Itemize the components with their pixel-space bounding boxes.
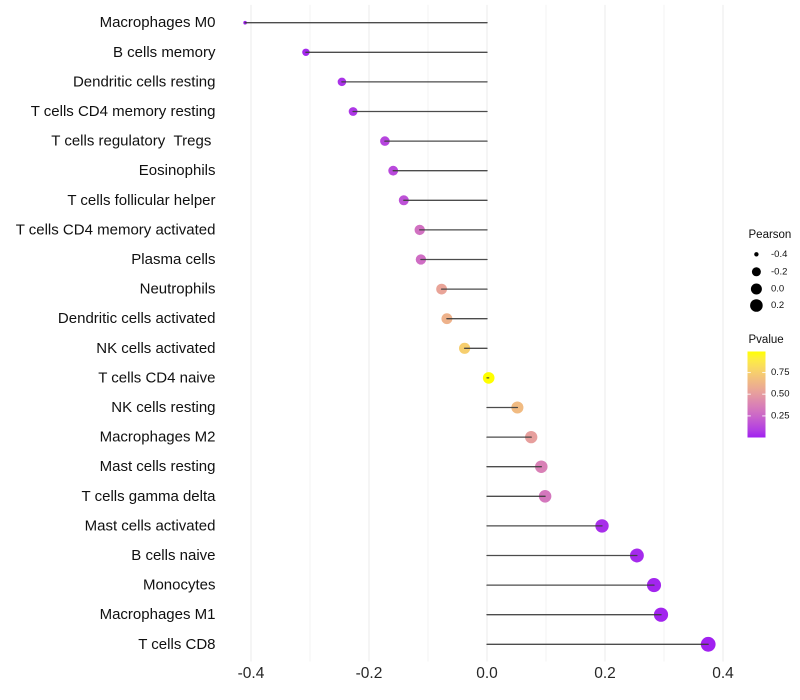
svg-text:Mast cells resting: Mast cells resting	[100, 458, 216, 475]
svg-text:Eosinophils: Eosinophils	[139, 162, 216, 179]
svg-text:T cells CD4 naive: T cells CD4 naive	[98, 369, 215, 386]
svg-text:Monocytes: Monocytes	[143, 577, 216, 594]
svg-text:Pvalue: Pvalue	[749, 334, 784, 346]
svg-text:T cells follicular helper: T cells follicular helper	[67, 192, 215, 209]
svg-text:-0.2: -0.2	[771, 266, 787, 277]
svg-text:NK cells activated: NK cells activated	[96, 340, 215, 357]
svg-text:-0.4: -0.4	[771, 249, 787, 260]
svg-text:Macrophages M1: Macrophages M1	[100, 606, 216, 623]
svg-text:0.2: 0.2	[594, 665, 616, 682]
svg-text:Macrophages M0: Macrophages M0	[100, 14, 216, 31]
svg-text:Dendritic cells resting: Dendritic cells resting	[73, 73, 216, 90]
svg-text:Neutrophils: Neutrophils	[140, 281, 216, 298]
svg-text:0.0: 0.0	[771, 284, 784, 295]
svg-text:0.4: 0.4	[712, 665, 734, 682]
svg-text:Mast cells activated: Mast cells activated	[85, 517, 216, 534]
svg-text:T cells regulatory Tregs: T cells regulatory Tregs	[51, 133, 215, 150]
svg-text:Macrophages M2: Macrophages M2	[100, 429, 216, 446]
svg-text:T cells CD8: T cells CD8	[138, 636, 215, 653]
svg-text:0.0: 0.0	[476, 665, 498, 682]
svg-text:B cells memory: B cells memory	[113, 44, 216, 61]
svg-text:NK cells resting: NK cells resting	[111, 399, 215, 416]
svg-text:T cells gamma delta: T cells gamma delta	[82, 488, 217, 505]
svg-text:0.2: 0.2	[771, 300, 784, 311]
svg-text:-0.2: -0.2	[356, 665, 383, 682]
svg-text:Pearson: Pearson	[749, 229, 792, 241]
svg-text:0.25: 0.25	[771, 410, 790, 421]
svg-text:Dendritic cells activated: Dendritic cells activated	[58, 310, 216, 327]
svg-text:Plasma cells: Plasma cells	[131, 251, 215, 268]
svg-text:0.50: 0.50	[771, 389, 790, 400]
svg-text:T cells CD4 memory activated: T cells CD4 memory activated	[16, 221, 216, 238]
svg-text:B cells naive: B cells naive	[131, 547, 215, 564]
svg-text:T cells CD4 memory resting: T cells CD4 memory resting	[31, 103, 216, 120]
svg-text:0.75: 0.75	[771, 367, 790, 378]
svg-text:-0.4: -0.4	[238, 665, 265, 682]
